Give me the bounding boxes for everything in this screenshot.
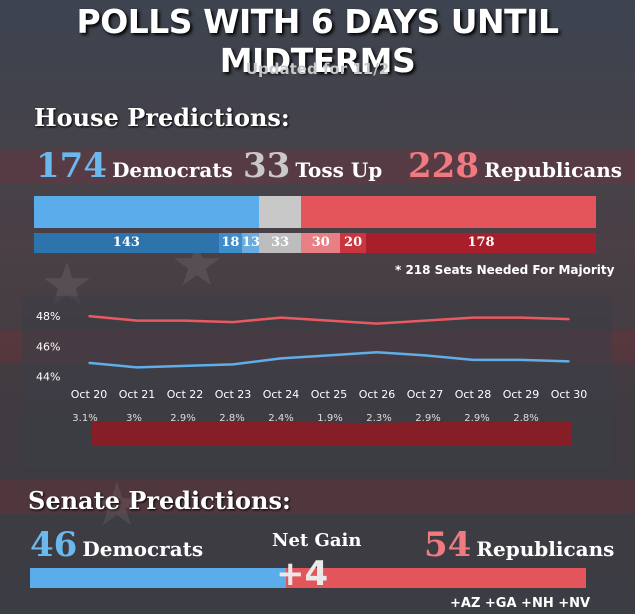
x-tick-label: Oct 23 — [215, 388, 252, 401]
senate-heading: Senate Predictions: — [28, 486, 291, 515]
breakdown-segment: 13 — [242, 233, 260, 253]
margin-label: 2.9% — [415, 413, 440, 424]
senate-rep-label: Republicans — [476, 537, 615, 561]
majority-note: * 218 Seats Needed For Majority — [395, 263, 615, 277]
house-rep-label: Republicans — [484, 158, 623, 182]
series-point — [88, 362, 90, 364]
house-rep-summary: 228 Republicans — [408, 146, 622, 186]
net-gain-value: +4 — [276, 554, 329, 594]
series-point — [328, 354, 330, 357]
margin-label: 2.3% — [366, 413, 391, 424]
house-toss-segment — [258, 196, 302, 228]
margin-label: 2.4% — [268, 413, 293, 424]
series-point — [232, 363, 234, 366]
x-tick-label: Oct 24 — [263, 388, 300, 401]
house-toss-count: 33 — [243, 146, 291, 186]
series-point — [184, 319, 186, 322]
house-dem-summary: 174 Democrats — [36, 146, 233, 186]
house-rep-segment — [301, 196, 596, 228]
x-tick-label: Oct 30 — [551, 388, 588, 401]
house-dem-count: 174 — [36, 146, 107, 186]
poll-line-chart: 48% 46% 44% Oct 20 Oct 21 Oct 22 Oct 23 Oct 24 O… — [36, 310, 588, 445]
star-icon: ★ — [90, 470, 144, 540]
margin-band — [92, 421, 572, 445]
senate-gain-states: +AZ +GA +NH +NV — [450, 596, 591, 611]
series-point — [328, 319, 330, 322]
y-tick-label: 48% — [36, 310, 60, 323]
y-tick-label: 44% — [36, 370, 60, 383]
senate-rep-segment — [285, 568, 586, 588]
series-point — [376, 351, 378, 354]
margin-label: 2.9% — [170, 413, 195, 424]
x-tick-label: Oct 20 — [71, 388, 108, 401]
series-point — [472, 359, 474, 361]
series-point — [184, 365, 186, 367]
series-point — [520, 359, 522, 361]
series-point — [376, 322, 378, 325]
senate-rep-summary: 54 Republicans — [424, 525, 614, 565]
house-toss-label: Toss Up — [295, 158, 383, 182]
x-tick-label: Oct 21 — [119, 388, 156, 401]
margin-label: 2.9% — [464, 413, 489, 424]
breakdown-segment: 18 — [218, 233, 242, 253]
breakdown-segment: 178 — [366, 233, 596, 253]
series-point — [88, 315, 90, 317]
margin-label: 3.1% — [72, 413, 97, 424]
margin-label: 2.8% — [219, 413, 244, 424]
senate-dem-count: 46 — [30, 525, 78, 565]
senate-dem-summary: 46 Democrats — [30, 525, 203, 565]
house-toss-summary: 33 Toss Up — [243, 146, 382, 186]
series-point — [232, 321, 234, 323]
series-point — [136, 366, 138, 369]
flag-stripe — [0, 480, 635, 514]
house-dem-label: Democrats — [112, 158, 233, 182]
house-breakdown-bar: 143 18 13 33 30 20 178 — [34, 233, 596, 253]
y-tick-label: 46% — [36, 340, 60, 353]
house-seat-bar — [34, 196, 596, 228]
series-point — [568, 360, 570, 363]
net-gain-label: Net Gain — [272, 530, 362, 551]
house-heading: House Predictions: — [34, 103, 290, 132]
series-point — [424, 354, 426, 357]
series-point — [424, 319, 426, 322]
senate-dem-segment — [30, 568, 286, 588]
series-point — [568, 318, 570, 320]
senate-seat-bar — [30, 568, 586, 588]
margin-label: 3% — [126, 413, 142, 424]
series-point — [280, 357, 282, 360]
x-tick-label: Oct 26 — [359, 388, 396, 401]
series-point — [520, 316, 522, 319]
series-point — [136, 319, 138, 322]
margin-label: 1.9% — [317, 413, 342, 424]
breakdown-segment: 143 — [34, 233, 219, 253]
page-title: POLLS WITH 6 DAYS UNTIL MIDTERMS — [76, 2, 559, 80]
house-dem-segment — [34, 196, 259, 228]
breakdown-segment: 20 — [340, 233, 367, 253]
x-tick-label: Oct 27 — [407, 388, 444, 401]
breakdown-segment: 30 — [301, 233, 341, 253]
updated-date: Updated for 11/2 — [245, 60, 390, 78]
x-tick-label: Oct 29 — [503, 388, 540, 401]
x-tick-label: Oct 25 — [311, 388, 348, 401]
flag-stripe — [0, 150, 635, 184]
house-rep-count: 228 — [408, 146, 479, 186]
x-tick-label: Oct 28 — [455, 388, 492, 401]
series-point — [280, 316, 282, 319]
breakdown-segment: 33 — [258, 233, 302, 253]
senate-rep-count: 54 — [424, 525, 472, 565]
x-tick-label: Oct 22 — [167, 388, 204, 401]
senate-dem-label: Democrats — [82, 537, 204, 561]
margin-label: 2.8% — [513, 413, 538, 424]
series-point — [472, 316, 474, 319]
